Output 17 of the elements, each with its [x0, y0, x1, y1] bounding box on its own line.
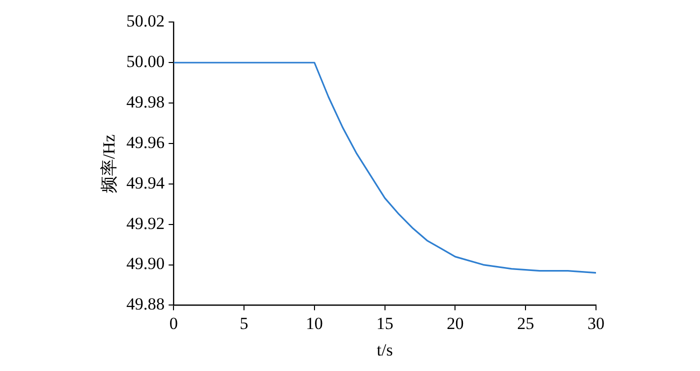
x-tick-label: 5: [240, 314, 248, 333]
y-tick-label: 49.88: [126, 294, 165, 314]
y-tick-label: 49.96: [126, 132, 165, 152]
x-tick-label: 25: [517, 314, 534, 333]
y-tick-label: 50.00: [126, 52, 165, 72]
x-tick-label: 20: [446, 314, 464, 333]
x-tick-label: 30: [588, 314, 604, 333]
x-axis-title: t/s: [376, 340, 393, 360]
y-axis-title: 频率/Hz: [100, 134, 119, 193]
x-tick-label: 10: [306, 314, 323, 333]
x-tick-label: 15: [376, 314, 394, 333]
y-tick-label: 50.02: [126, 12, 165, 31]
y-tick-label: 49.98: [126, 92, 165, 112]
y-tick-label: 49.94: [126, 173, 166, 192]
x-tick-label: 0: [169, 314, 178, 333]
y-tick-label: 49.92: [126, 214, 165, 233]
y-tick-label: 49.90: [126, 254, 165, 274]
